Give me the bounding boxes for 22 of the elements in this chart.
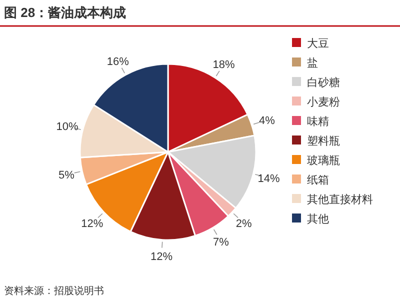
legend-label: 其他直接材料 (307, 193, 373, 206)
data-label: 10% (56, 121, 78, 134)
data-label: 4% (258, 114, 276, 127)
chart-title: 图 28：酱油成本构成 (4, 5, 126, 20)
data-label: 2% (236, 218, 252, 230)
data-label: 14% (258, 172, 280, 185)
data-label: 7% (212, 236, 230, 249)
legend-label: 大豆 (307, 37, 329, 50)
data-label: 12% (81, 218, 104, 230)
legend-label: 白砂糖 (307, 76, 340, 89)
data-label: 16% (106, 56, 130, 68)
text: 资料来源：招股说明书 (4, 285, 104, 297)
legend-label: 味精 (307, 115, 329, 128)
data-label: 12% (150, 250, 173, 263)
legend-label: 盐 (307, 56, 318, 70)
legend-label: 其他 (307, 212, 329, 226)
legend-label: 玻璃瓶 (307, 154, 340, 167)
data-label: 18% (212, 59, 235, 72)
data-label: 5% (58, 170, 75, 182)
legend-label: 塑料瓶 (307, 134, 340, 148)
legend-label: 纸箱 (307, 174, 329, 186)
legend-label: 小麦粉 (307, 96, 340, 108)
